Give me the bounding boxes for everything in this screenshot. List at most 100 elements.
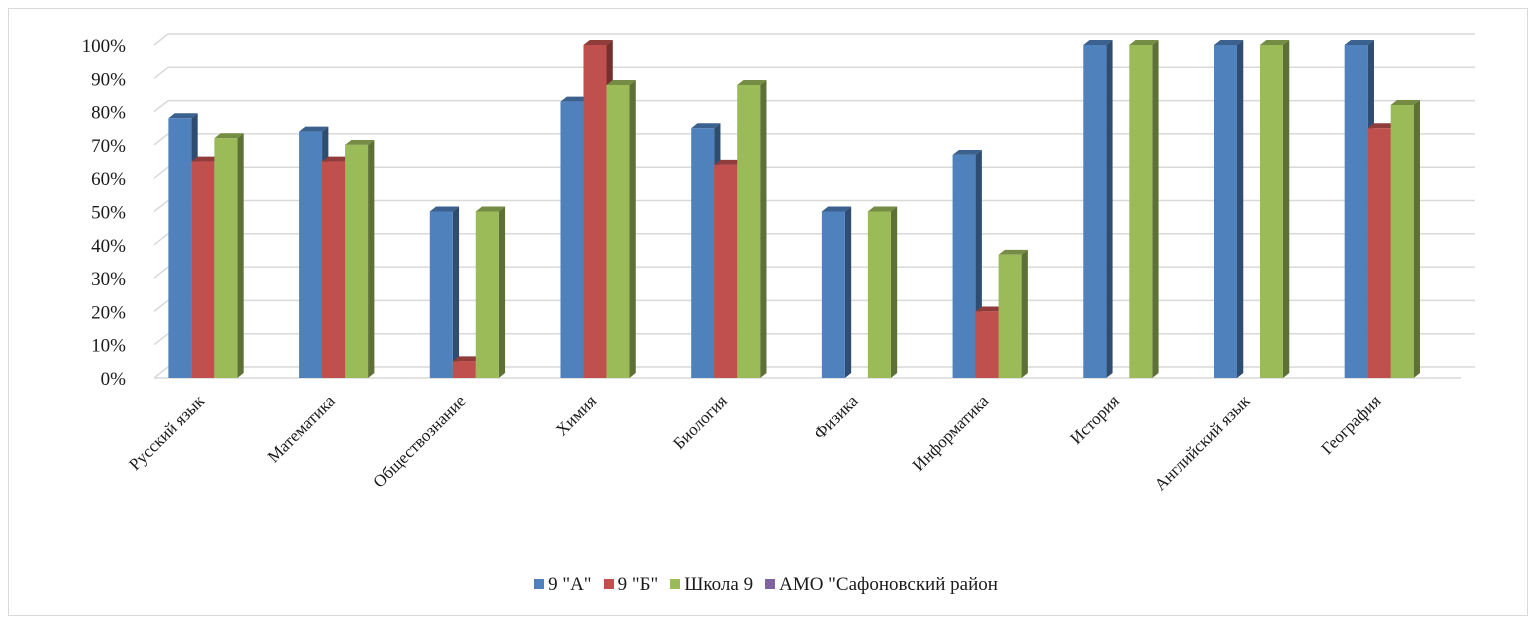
bar (429, 206, 460, 378)
bar-side (1236, 40, 1244, 379)
gridline-side (153, 366, 169, 379)
bar (998, 249, 1028, 378)
y-tick-label: 90% (91, 69, 126, 90)
y-tick-label: 60% (91, 169, 126, 190)
bar-front (1367, 128, 1391, 378)
bar-front (168, 118, 192, 378)
bar-front (475, 211, 499, 378)
bar-top (1367, 123, 1397, 129)
bar-top (1259, 40, 1290, 45)
gridline-side (153, 33, 169, 46)
bar-side (498, 206, 506, 378)
bar-top (191, 156, 221, 162)
bar-front (345, 144, 369, 378)
x-category-label: Английский язык (1151, 391, 1254, 494)
bar-side (368, 139, 375, 378)
bar-top (583, 40, 613, 45)
gridlines (153, 33, 1475, 379)
bar-front (691, 128, 715, 378)
bar-top (952, 149, 982, 155)
gridline-side (153, 133, 169, 146)
legend-swatch (534, 579, 545, 589)
legend-label: 9 "Б" (617, 574, 659, 595)
bar-front (1390, 104, 1414, 378)
gridline-side (153, 199, 169, 213)
bar-top (975, 306, 1005, 312)
bar-top (475, 206, 506, 212)
bar-side (1282, 40, 1290, 379)
bar-front (952, 154, 976, 378)
bar-top (560, 96, 590, 102)
gridline-side (153, 66, 169, 79)
bar-top (214, 133, 244, 139)
legend-swatch (765, 579, 776, 589)
legend-label: АМО "Сафоновский район (779, 574, 998, 595)
y-tick-label: 70% (91, 136, 126, 157)
bar-top (737, 80, 767, 85)
x-category-label: Обществознание (369, 391, 469, 491)
bar-front (1259, 45, 1283, 378)
bar (214, 133, 244, 378)
bar-top (1129, 40, 1159, 45)
bar-side (1106, 40, 1113, 379)
bar-top (429, 206, 460, 212)
bar-front (452, 361, 476, 378)
bar-top (998, 249, 1028, 255)
legend-label: 9 "А" (548, 574, 592, 595)
legend-swatch (670, 579, 681, 589)
bar-top (821, 206, 852, 212)
x-category-label: Биология (669, 391, 731, 453)
bar-front (714, 164, 738, 378)
y-tick-label: 80% (91, 103, 126, 124)
bar-top (867, 206, 898, 212)
bar-side (1021, 249, 1028, 378)
x-category-label: География (1317, 391, 1384, 458)
bar-front (975, 311, 999, 378)
bar-front (191, 161, 215, 378)
legend-item: 9 "Б" (603, 574, 659, 596)
y-tick-label: 10% (91, 336, 126, 357)
bar-side (237, 133, 244, 378)
bar-front (998, 254, 1022, 378)
bar-top (345, 139, 375, 145)
bar-top (1390, 99, 1420, 105)
legend-swatch (603, 579, 614, 589)
bar-chart: 0% 10% 20% 30% 40% 50% 60% 70% 80% 90% 100% Русски… (82, 33, 1475, 495)
x-category-label: Русский язык (125, 391, 208, 474)
y-tick-label: 50% (91, 203, 126, 224)
bar-top (1344, 40, 1374, 45)
bar-top (168, 113, 198, 119)
bar-top (322, 156, 352, 162)
bar-front (821, 211, 845, 378)
bar-side (844, 206, 852, 378)
bar-top (452, 356, 483, 362)
gridline-side (153, 299, 169, 312)
bar-front (737, 84, 761, 379)
gridline-side (153, 100, 169, 113)
x-axis: Русский язык Математика Обществознание Хими… (125, 391, 1384, 495)
gridline-side (153, 166, 169, 179)
gridline-side (153, 266, 169, 279)
legend-label: Школа 9 (684, 574, 754, 595)
gridline-side (153, 233, 169, 246)
bar (1259, 40, 1290, 379)
x-category-label: Химия (552, 391, 600, 439)
bar (1083, 40, 1113, 379)
bar-top (1213, 40, 1244, 45)
legend-item: Школа 9 (670, 574, 753, 596)
bar-top (1083, 40, 1113, 45)
gridline-side (153, 333, 169, 346)
x-category-label: Физика (810, 391, 862, 443)
bar-top (714, 159, 744, 165)
y-tick-label: 20% (91, 302, 126, 323)
bar-front (1344, 45, 1368, 378)
x-category-label: Математика (264, 391, 339, 466)
y-tick-label: 40% (91, 236, 126, 257)
bar-front (1213, 45, 1237, 378)
bar (1129, 40, 1159, 379)
bar-top (299, 126, 329, 132)
bar-top (691, 123, 721, 129)
x-category-label: История (1066, 391, 1123, 448)
legend-item: АМО "Сафоновский район (765, 574, 998, 596)
legend: 9 "А" 9 "Б" Школа 9 АМО "Сафоновский район (0, 574, 1532, 596)
